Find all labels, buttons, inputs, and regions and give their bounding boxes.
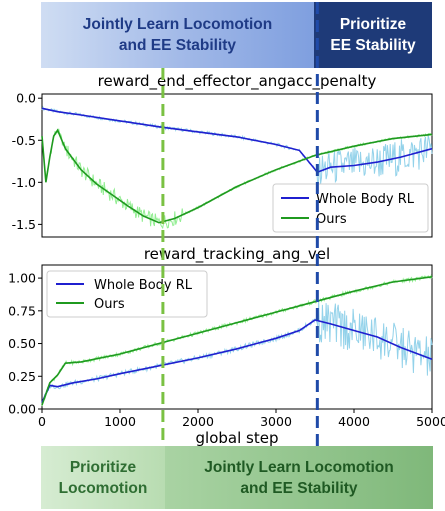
banner-top-left: Jointly Learn Locomotion and EE Stabilit… (41, 2, 314, 68)
legend-label-ours: Ours (316, 212, 347, 227)
legend-box (46, 270, 208, 318)
chart-title: reward_end_effector_angacc_penalty (98, 72, 377, 91)
legend-box (272, 183, 429, 233)
series-line-ours (41, 128, 433, 224)
y-tick-label: 0.50 (8, 336, 36, 351)
series-line-whole-body-rl (41, 319, 433, 403)
series-noise-band (41, 301, 433, 404)
chart-title: reward_tracking_ang_vel (144, 245, 330, 264)
x-tick-group: 0 1000 2000 3000 4000 5000 (38, 409, 445, 429)
series-noise-band (41, 105, 433, 190)
legend-label-whole-body: Whole Body RL (316, 192, 415, 207)
legend: Whole Body RL Ours (272, 183, 429, 233)
plot-frame (41, 93, 433, 238)
x-tick-label: 0 (38, 414, 46, 429)
legend: Whole Body RL Ours (46, 270, 208, 318)
x-axis-label: global step (196, 429, 279, 447)
x-tick-label: 3000 (260, 414, 292, 429)
y-tick-group: 0.0 -0.5 -1.0 -1.5 (12, 91, 42, 232)
series-line-ours (41, 276, 433, 406)
y-tick-label: -0.5 (12, 133, 36, 148)
panel-tracking: reward_tracking_ang_vel 1.00 0.75 0.50 0.25… (8, 245, 445, 447)
x-tick-label: 4000 (338, 414, 370, 429)
y-tick-label: -1.5 (12, 217, 36, 232)
y-tick-label: 0.00 (8, 402, 36, 417)
legend-label-ours: Ours (94, 297, 125, 312)
y-tick-label: 0.0 (16, 91, 36, 106)
x-tick-label: 5000 (416, 414, 445, 429)
series-lines (41, 276, 433, 406)
y-tick-label: 1.00 (8, 271, 36, 286)
plot-frame (41, 264, 433, 410)
y-tick-label: 0.25 (8, 369, 36, 384)
y-tick-label: -1.0 (12, 175, 36, 190)
panel-angacc: reward_end_effector_angacc_penalty 0.0 -0… (12, 72, 433, 238)
x-tick-label: 1000 (104, 414, 136, 429)
y-tick-label: 0.75 (8, 303, 36, 318)
phase-dividers (161, 2, 319, 446)
x-tick-label: 2000 (182, 414, 214, 429)
banner-bottom-right: Jointly Learn Locomotion and EE Stabilit… (165, 446, 433, 509)
series-lines (41, 107, 433, 224)
y-tick-group: 1.00 0.75 0.50 0.25 0.00 (8, 271, 42, 417)
banner-bottom-left: Prioritize Locomotion (41, 446, 165, 509)
series-line-whole-body-rl (41, 107, 433, 174)
banner-top-right: Prioritize EE Stability (314, 2, 432, 68)
legend-label-whole-body: Whole Body RL (94, 278, 193, 293)
